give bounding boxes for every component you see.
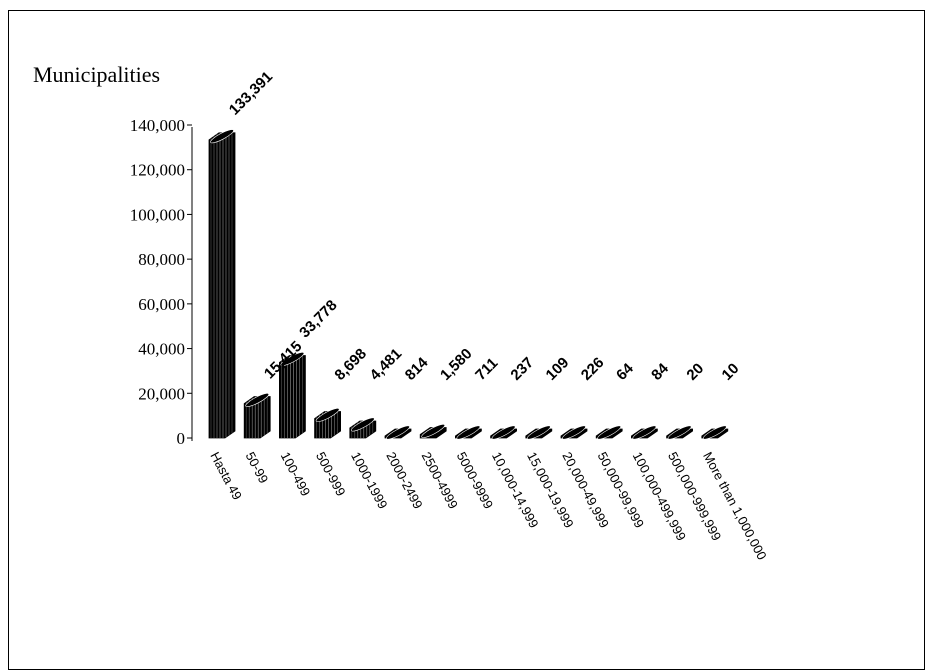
x-tick-label: 50-99	[243, 449, 272, 485]
bar	[279, 352, 306, 439]
bar	[560, 425, 588, 440]
data-label: 814	[402, 354, 432, 384]
y-tick-label: 140,000	[130, 116, 185, 135]
data-label: 1,580	[437, 345, 476, 384]
y-tick-label: 100,000	[130, 205, 185, 224]
data-label: 33,778	[296, 297, 340, 341]
bar-chart: Municipalities 0 20,000 40,000 60,000 80,000…	[33, 62, 770, 562]
bar	[595, 425, 623, 440]
y-tick-label: 120,000	[130, 161, 185, 180]
bar	[701, 425, 729, 440]
data-label: 84	[648, 360, 672, 384]
bar	[208, 129, 236, 439]
data-label: 8,698	[331, 345, 370, 384]
y-tick-label: 40,000	[138, 340, 185, 359]
y-tick-label: 20,000	[138, 384, 185, 403]
bar	[349, 417, 377, 439]
y-tick-label: 0	[177, 429, 186, 448]
x-tick-label: 500-999	[313, 449, 349, 498]
x-tick-label: 1000-1999	[348, 449, 390, 511]
bar	[455, 425, 482, 440]
y-tick-label: 80,000	[138, 250, 185, 269]
bar	[243, 393, 271, 439]
bar	[419, 424, 447, 439]
data-label: 20	[683, 360, 707, 384]
x-tick-label: 100-499	[278, 449, 314, 498]
data-label: 711	[472, 355, 501, 384]
data-label: 64	[613, 360, 637, 384]
y-tick-label: 60,000	[138, 295, 185, 314]
data-label: 4,481	[367, 345, 406, 384]
bar	[384, 425, 412, 440]
data-label: 133,391	[226, 68, 276, 118]
bar	[631, 425, 658, 440]
x-tick-label: Hasta 49	[207, 449, 245, 502]
x-tick-label: More than 1,000,000	[700, 449, 770, 562]
data-label: 109	[543, 354, 573, 384]
data-label: 10	[719, 360, 743, 384]
data-label: 237	[507, 354, 537, 384]
bar	[666, 425, 693, 440]
chart-frame: Municipalities 0 20,000 40,000 60,000 80,000…	[8, 10, 925, 670]
y-axis-title: Municipalities	[33, 62, 160, 87]
bar	[525, 425, 553, 440]
bar	[314, 408, 341, 439]
bar	[490, 425, 517, 440]
data-label: 226	[578, 354, 608, 384]
